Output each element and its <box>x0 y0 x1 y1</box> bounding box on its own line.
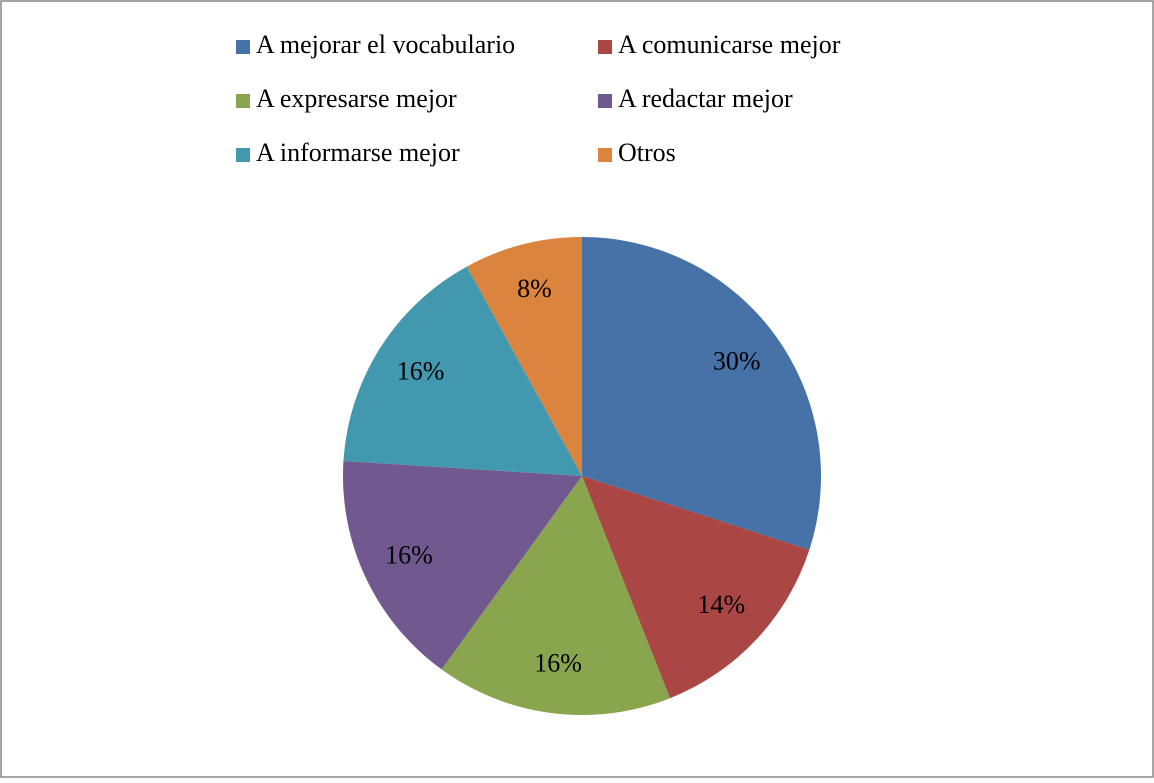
legend-label: A mejorar el vocabulario <box>256 30 515 59</box>
legend-swatch <box>598 148 612 162</box>
legend-label: A informarse mejor <box>256 138 460 167</box>
pie-slice <box>441 476 670 715</box>
legend-swatch <box>236 94 250 108</box>
legend-label: Otros <box>618 138 676 167</box>
data-label: 16% <box>397 357 445 386</box>
legend-swatch <box>236 148 250 162</box>
legend-swatch <box>236 40 250 54</box>
pie-slice <box>343 460 582 670</box>
pie-slice <box>466 236 582 476</box>
legend-label: A comunicarse mejor <box>618 30 841 59</box>
data-label: 16% <box>385 540 433 569</box>
pie-slice <box>582 476 810 699</box>
legend-swatch <box>598 40 612 54</box>
data-label: 16% <box>534 649 582 678</box>
pie-slice <box>343 266 582 476</box>
legend-label: A expresarse mejor <box>256 84 457 113</box>
data-label: 14% <box>698 590 746 619</box>
pie-slice <box>582 237 821 550</box>
data-label: 8% <box>517 274 552 303</box>
legend-swatch <box>598 94 612 108</box>
data-label: 30% <box>713 347 761 376</box>
legend-label: A redactar mejor <box>618 84 793 113</box>
